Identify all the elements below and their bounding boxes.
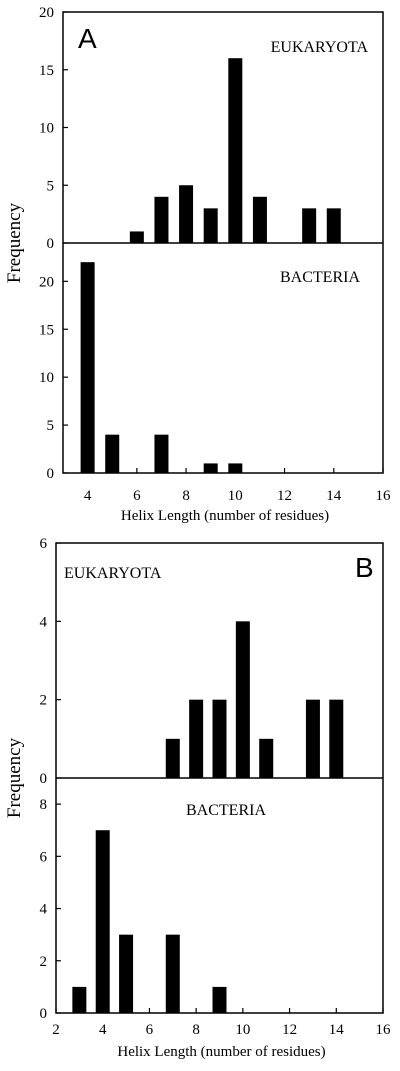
y-tick-label: 0	[40, 771, 48, 787]
y-tick-label: 0	[40, 1006, 48, 1022]
x-tick-label: 6	[146, 1022, 154, 1038]
x-tick-label: 12	[277, 488, 292, 504]
histogram-bar	[165, 934, 180, 1013]
y-tick-label: 8	[40, 797, 48, 813]
panel-letter: B	[355, 552, 374, 583]
histogram-bar	[235, 621, 250, 778]
subplot-label: BACTERIA	[280, 269, 360, 286]
x-tick-label: 4	[99, 1022, 107, 1038]
x-tick-label: 6	[133, 488, 141, 504]
x-tick-label: 2	[52, 1022, 60, 1038]
x-tick-label: 8	[192, 1022, 200, 1038]
y-axis-label: Frequency	[4, 737, 25, 818]
histogram-bar	[72, 986, 87, 1013]
histogram-bar	[305, 699, 320, 778]
x-tick-label: 10	[235, 1022, 250, 1038]
histogram-bar	[165, 738, 180, 778]
histogram-bar	[154, 196, 169, 243]
subplot-label: EUKARYOTA	[271, 39, 369, 56]
histogram-bar	[95, 830, 110, 1013]
y-tick-label: 15	[39, 63, 54, 79]
x-tick-label: 12	[282, 1022, 297, 1038]
x-tick-label: 8	[182, 488, 190, 504]
y-tick-label: 2	[40, 954, 48, 970]
histogram-bar	[154, 434, 169, 473]
y-tick-label: 15	[39, 322, 54, 338]
y-tick-label: 5	[47, 178, 55, 194]
y-tick-label: 20	[39, 274, 54, 290]
y-tick-label: 4	[40, 902, 48, 918]
y-tick-label: 2	[40, 693, 48, 709]
histogram-bar	[203, 463, 218, 473]
y-axis-label: Frequency	[4, 202, 25, 283]
panel-letter: A	[78, 23, 97, 54]
x-tick-label: 10	[228, 488, 243, 504]
y-tick-label: 10	[39, 370, 54, 386]
histogram-bar	[179, 185, 194, 243]
histogram-bar	[212, 986, 227, 1013]
y-tick-label: 0	[47, 236, 55, 252]
histogram-bar	[80, 262, 95, 473]
histogram-bar	[228, 58, 243, 244]
y-tick-label: 6	[40, 536, 48, 552]
histogram-bar	[259, 738, 274, 778]
histogram-bar	[326, 208, 341, 243]
x-axis-label: Helix Length (number of residues)	[117, 1044, 325, 1060]
y-tick-label: 20	[39, 5, 54, 21]
x-tick-label: 4	[84, 488, 92, 504]
subplot-label: BACTERIA	[186, 802, 266, 819]
y-tick-label: 0	[47, 466, 55, 482]
histogram-bar	[189, 699, 204, 778]
y-tick-label: 6	[40, 849, 48, 865]
histogram-bar	[212, 699, 227, 778]
y-tick-label: 10	[39, 121, 54, 137]
histogram-bar	[129, 231, 144, 243]
x-axis-label: Helix Length (number of residues)	[121, 508, 329, 524]
y-tick-label: 5	[47, 418, 55, 434]
histogram-bar	[105, 434, 120, 473]
subplot-label: EUKARYOTA	[64, 565, 162, 582]
x-tick-label: 14	[326, 488, 342, 504]
histogram-bar	[302, 208, 317, 243]
x-tick-label: 16	[376, 1022, 392, 1038]
y-tick-label: 4	[40, 614, 48, 630]
x-tick-label: 14	[329, 1022, 345, 1038]
x-tick-label: 16	[376, 488, 392, 504]
histogram-bar	[119, 934, 134, 1013]
histogram-bar	[252, 196, 267, 243]
histogram-bar	[329, 699, 344, 778]
histogram-bar	[203, 208, 218, 243]
